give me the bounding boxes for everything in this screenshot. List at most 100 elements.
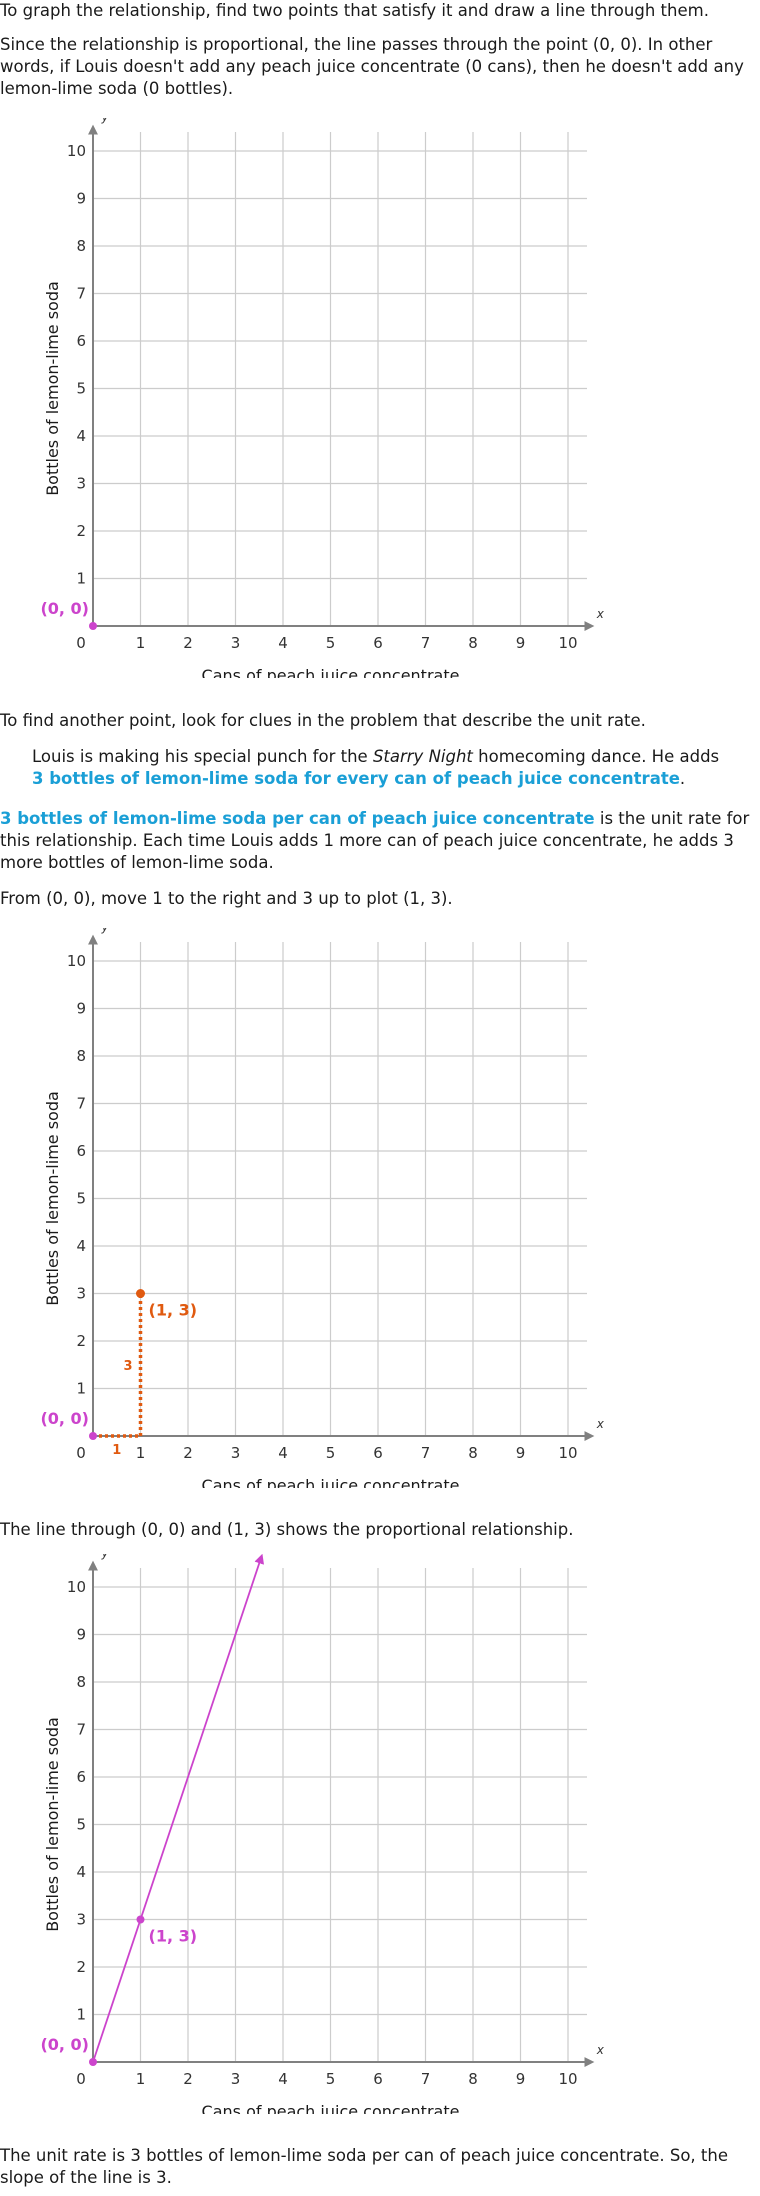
y-tick-label: 8 [76, 237, 86, 255]
x-tick-label: 4 [278, 634, 288, 652]
origin-point [89, 2058, 97, 2066]
x-tick-label: 1 [136, 2070, 146, 2088]
x-variable-label: x [596, 1417, 605, 1431]
x-tick-label: 6 [373, 1444, 383, 1462]
x-axis-title: Cans of peach juice concentrate [202, 666, 460, 678]
unit-rate-clue: To find another point, look for clues in… [0, 710, 760, 732]
quote-italic-title: Starry Night [372, 747, 473, 766]
y-tick-label: 9 [76, 1000, 86, 1018]
x-tick-label: 3 [231, 1444, 241, 1462]
point-1-3 [136, 1289, 145, 1298]
graph-step: 1 2 3 4 5 6 7 8 9 10 1 2 3 4 5 6 7 8 9 10 0 x y Cans of peach j… [40, 928, 605, 1488]
x-tick-label: 5 [326, 1444, 336, 1462]
y-tick-label: 7 [76, 1721, 86, 1739]
y-tick-label: 10 [67, 952, 86, 970]
graph-origin: 1 2 3 4 5 6 7 8 9 10 1 2 3 4 5 6 7 8 9 10 0 x y Cans of peach j… [40, 118, 604, 678]
x-tick-label: 5 [326, 634, 336, 652]
x-tick-label: 10 [558, 634, 577, 652]
x-tick-label: 8 [468, 634, 478, 652]
y-tick-label: 2 [76, 522, 86, 540]
x-tick-label: 7 [421, 1444, 431, 1462]
x-tick-label: 8 [468, 2070, 478, 2088]
move-instruction: From (0, 0), move 1 to the right and 3 u… [0, 889, 453, 908]
y-tick-label: 9 [76, 190, 86, 208]
x-tick-label: 7 [421, 2070, 431, 2088]
x-tick-label: 4 [278, 2070, 288, 2088]
x-tick-label: 3 [231, 634, 241, 652]
line-text: The line through (0, 0) and (1, 3) shows… [0, 1520, 574, 1539]
y-tick-label: 8 [76, 1673, 86, 1691]
y-tick-label: 7 [76, 285, 86, 303]
intro-line-1: To graph the relationship, find two poin… [0, 1, 709, 20]
y-tick-label: 7 [76, 1095, 86, 1113]
y-tick-label: 3 [76, 1285, 86, 1303]
quote-part-1: Louis is making his special punch for th… [32, 747, 373, 766]
y-axis-title: Bottles of lemon-lime soda [43, 1091, 62, 1306]
y-tick-label: 6 [76, 332, 86, 350]
quote-part-2: homecoming dance. He adds [472, 747, 720, 766]
y-tick-label: 2 [76, 1958, 86, 1976]
y-variable-label: y [100, 118, 109, 124]
x-tick-label: 10 [558, 2070, 577, 2088]
y-tick-label: 1 [76, 1380, 86, 1398]
x-tick-label: 8 [468, 1444, 478, 1462]
y-tick-label: 3 [76, 475, 86, 493]
y-tick-label: 8 [76, 1047, 86, 1065]
x-axis-title: Cans of peach juice concentrate [202, 1476, 460, 1488]
point-1-3 [136, 1915, 145, 1924]
y-tick-label: 2 [76, 1332, 86, 1350]
run-label: 1 [112, 1443, 121, 1458]
point-1-3-label: (1, 3) [149, 1301, 198, 1320]
quote-end: . [679, 769, 686, 788]
x-tick-label: 9 [516, 1444, 526, 1462]
problem-quote: Louis is making his special punch for th… [32, 746, 722, 790]
conclusion-text: The unit rate is 3 bottles of lemon-lime… [0, 2146, 728, 2187]
x-tick-label: 7 [421, 634, 431, 652]
x-tick-label: 4 [278, 1444, 288, 1462]
y-tick-label: 10 [67, 142, 86, 160]
y-tick-label: 5 [76, 1190, 86, 1208]
intro-line-2: Since the relationship is proportional, … [0, 35, 744, 98]
y-tick-label: 5 [76, 380, 86, 398]
x-tick-label: 9 [516, 634, 526, 652]
x-tick-label: 9 [516, 2070, 526, 2088]
y-tick-label: 5 [76, 1816, 86, 1834]
y-variable-label: y [100, 928, 109, 934]
unit-rate-intro: To find another point, look for clues in… [0, 711, 646, 730]
unit-rate-explanation: 3 bottles of lemon-lime soda per can of … [0, 808, 760, 910]
y-tick-label: 4 [76, 427, 86, 445]
y-tick-label: 9 [76, 1626, 86, 1644]
x-tick-label: 1 [136, 634, 146, 652]
origin-point [89, 1432, 97, 1440]
origin-tick-label: 0 [76, 634, 86, 652]
y-axis-title: Bottles of lemon-lime soda [43, 1717, 62, 1932]
origin-point [89, 622, 97, 630]
x-tick-label: 2 [183, 2070, 193, 2088]
y-tick-label: 6 [76, 1768, 86, 1786]
intro-section: To graph the relationship, find two poin… [0, 0, 760, 100]
point-1-3-label: (1, 3) [149, 1927, 198, 1946]
x-tick-label: 6 [373, 634, 383, 652]
x-tick-label: 6 [373, 2070, 383, 2088]
rate-text: is the unit rate for this relationship. … [0, 809, 750, 872]
y-tick-label: 4 [76, 1237, 86, 1255]
x-tick-label: 5 [326, 2070, 336, 2088]
x-tick-label: 2 [183, 634, 193, 652]
y-tick-label: 1 [76, 2006, 86, 2024]
graph-line: 1 2 3 4 5 6 7 8 9 10 1 2 3 4 5 6 7 8 9 10 0 x y Cans of peach j… [40, 1554, 605, 2114]
y-axis-title: Bottles of lemon-lime soda [43, 281, 62, 496]
conclusion: The unit rate is 3 bottles of lemon-lime… [0, 2145, 760, 2189]
quote-highlight: 3 bottles of lemon-lime soda for every c… [32, 769, 680, 788]
rise-label: 3 [123, 1359, 132, 1374]
origin-tick-label: 0 [76, 1444, 86, 1462]
proportional-line [92, 1554, 264, 2063]
line-explanation: The line through (0, 0) and (1, 3) shows… [0, 1519, 760, 1541]
x-tick-label: 1 [136, 1444, 146, 1462]
x-axis-title: Cans of peach juice concentrate [202, 2102, 460, 2114]
origin-point-label: (0, 0) [40, 2035, 89, 2054]
y-variable-label: y [100, 1554, 109, 1560]
y-tick-label: 4 [76, 1863, 86, 1881]
x-variable-label: x [596, 2043, 605, 2057]
x-tick-label: 3 [231, 2070, 241, 2088]
origin-point-label: (0, 0) [40, 1409, 89, 1428]
